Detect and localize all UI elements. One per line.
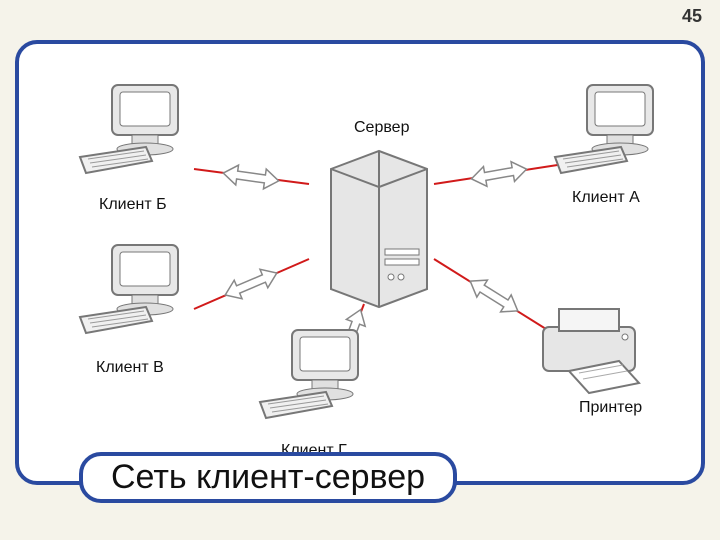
diagram-title: Сеть клиент-сервер — [79, 452, 457, 503]
client-v-label: Клиент В — [96, 359, 164, 377]
client-a-label: Клиент А — [572, 189, 640, 207]
printer-label: Принтер — [579, 399, 642, 417]
diagram-frame: Сервер Клиент А Клиент Б Клиент В Клиент… — [15, 40, 705, 485]
client-v-icon — [74, 239, 194, 349]
server-icon — [319, 139, 439, 314]
client-b-label: Клиент Б — [99, 196, 167, 214]
printer-icon — [529, 289, 659, 404]
server-label: Сервер — [354, 119, 409, 137]
client-a-icon — [549, 79, 669, 189]
page-number: 45 — [682, 6, 702, 27]
client-b-icon — [74, 79, 194, 189]
client-g-icon — [254, 324, 374, 434]
